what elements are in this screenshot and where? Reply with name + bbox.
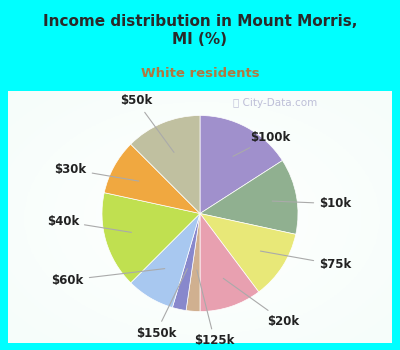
- Wedge shape: [104, 144, 200, 214]
- Text: Income distribution in Mount Morris,
MI (%): Income distribution in Mount Morris, MI …: [43, 14, 357, 47]
- Text: $60k: $60k: [52, 268, 165, 287]
- Wedge shape: [200, 116, 282, 214]
- Wedge shape: [131, 116, 200, 214]
- Wedge shape: [200, 214, 259, 312]
- Wedge shape: [186, 214, 200, 312]
- Text: $10k: $10k: [272, 197, 351, 210]
- Text: $100k: $100k: [233, 131, 291, 156]
- Text: ⓘ City-Data.com: ⓘ City-Data.com: [233, 98, 318, 108]
- Wedge shape: [172, 214, 200, 310]
- Wedge shape: [102, 193, 200, 283]
- Text: $30k: $30k: [54, 163, 139, 181]
- Text: $40k: $40k: [47, 215, 132, 232]
- Wedge shape: [200, 161, 298, 234]
- Text: $75k: $75k: [260, 251, 351, 271]
- Wedge shape: [131, 214, 200, 308]
- Text: $20k: $20k: [223, 278, 299, 328]
- Text: $125k: $125k: [194, 270, 235, 348]
- Wedge shape: [200, 214, 296, 292]
- Text: $150k: $150k: [136, 269, 187, 340]
- Text: White residents: White residents: [141, 67, 259, 80]
- Text: $50k: $50k: [120, 94, 174, 152]
